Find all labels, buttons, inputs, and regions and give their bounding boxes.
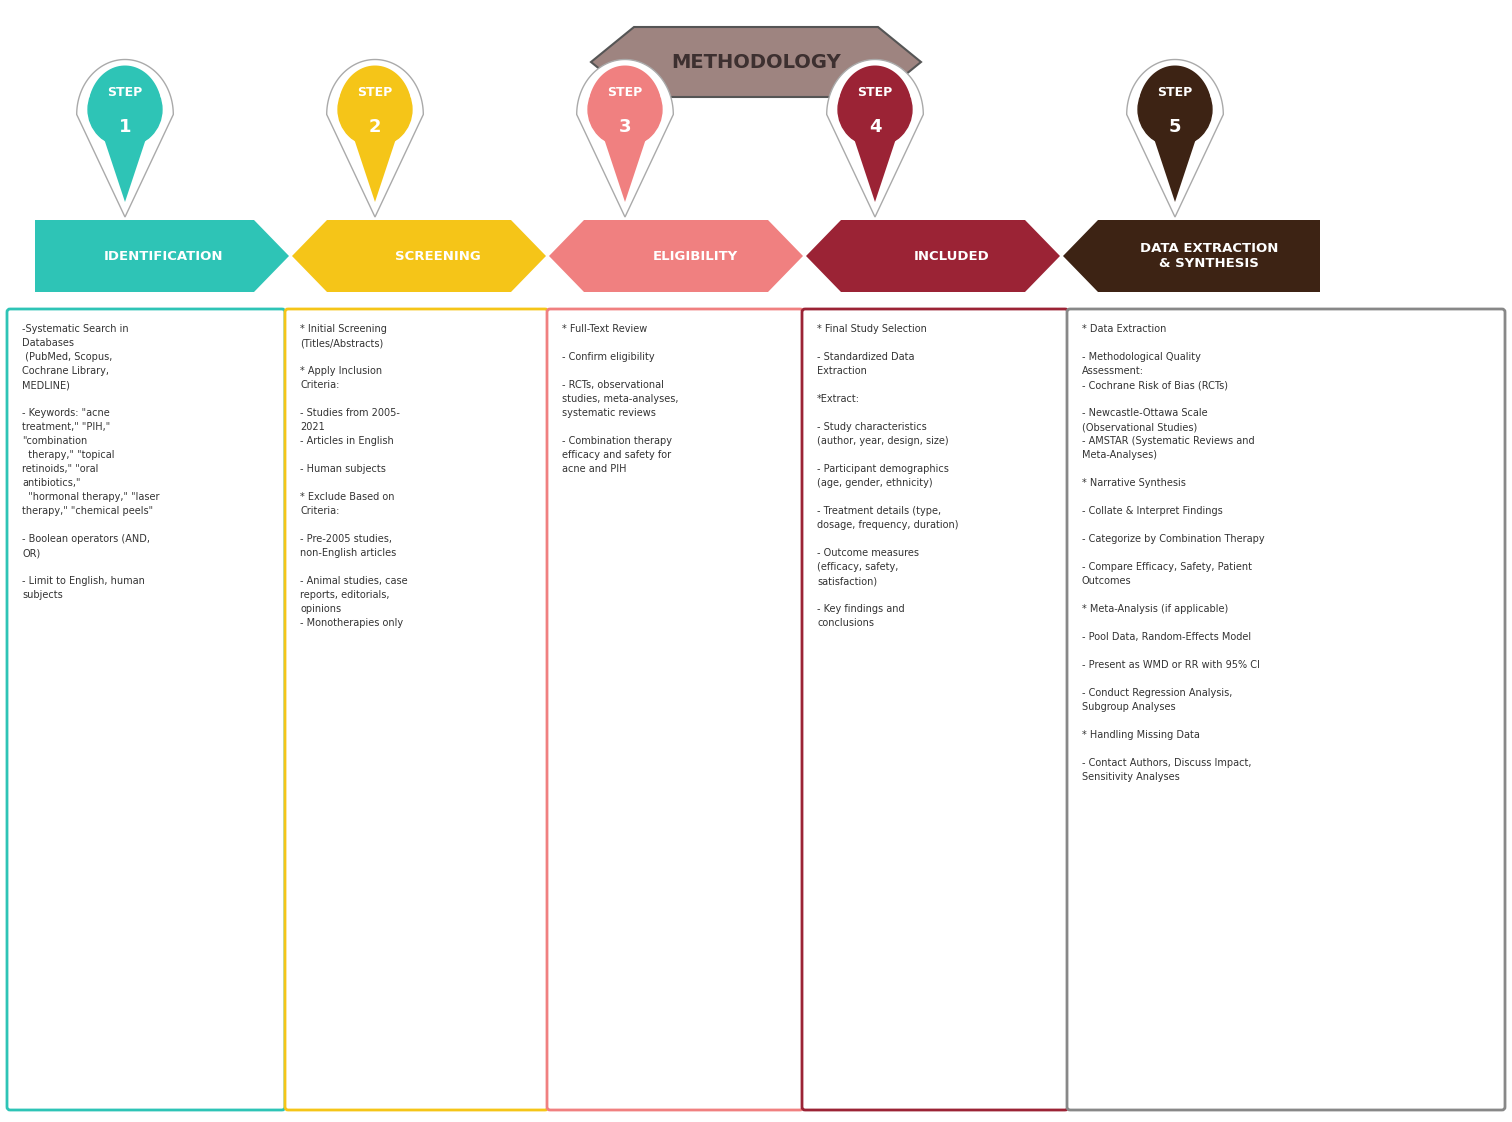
FancyBboxPatch shape bbox=[547, 309, 803, 1110]
FancyBboxPatch shape bbox=[8, 309, 284, 1110]
Polygon shape bbox=[591, 27, 921, 96]
Text: METHODOLOGY: METHODOLOGY bbox=[671, 53, 841, 72]
Text: ELIGIBILITY: ELIGIBILITY bbox=[652, 249, 738, 263]
Text: * Data Extraction

- Methodological Quality
Assessment:
- Cochrane Risk of Bias : * Data Extraction - Methodological Quali… bbox=[1083, 324, 1264, 782]
FancyBboxPatch shape bbox=[801, 309, 1067, 1110]
Polygon shape bbox=[77, 59, 174, 217]
Text: 1: 1 bbox=[119, 118, 132, 136]
Polygon shape bbox=[1126, 59, 1223, 217]
Text: STEP: STEP bbox=[857, 86, 892, 99]
Circle shape bbox=[838, 73, 912, 147]
Polygon shape bbox=[340, 65, 410, 202]
Polygon shape bbox=[1140, 65, 1210, 202]
Polygon shape bbox=[827, 59, 924, 217]
Circle shape bbox=[1139, 73, 1213, 147]
FancyBboxPatch shape bbox=[1067, 309, 1504, 1110]
Text: INCLUDED: INCLUDED bbox=[915, 249, 990, 263]
Polygon shape bbox=[590, 65, 661, 202]
Text: 4: 4 bbox=[869, 118, 881, 136]
FancyBboxPatch shape bbox=[284, 309, 547, 1110]
Text: -Systematic Search in
Databases
 (PubMed, Scopus,
Cochrane Library,
MEDLINE)

- : -Systematic Search in Databases (PubMed,… bbox=[23, 324, 159, 600]
Text: * Final Study Selection

- Standardized Data
Extraction

*Extract:

- Study char: * Final Study Selection - Standardized D… bbox=[816, 324, 959, 628]
Polygon shape bbox=[549, 220, 803, 292]
Text: 3: 3 bbox=[618, 118, 631, 136]
Text: 2: 2 bbox=[369, 118, 381, 136]
Polygon shape bbox=[1063, 220, 1320, 292]
Text: STEP: STEP bbox=[608, 86, 643, 99]
Text: STEP: STEP bbox=[357, 86, 393, 99]
Text: 5: 5 bbox=[1169, 118, 1181, 136]
Polygon shape bbox=[806, 220, 1060, 292]
Polygon shape bbox=[35, 220, 289, 292]
Polygon shape bbox=[292, 220, 546, 292]
Text: IDENTIFICATION: IDENTIFICATION bbox=[104, 249, 224, 263]
Text: DATA EXTRACTION
& SYNTHESIS: DATA EXTRACTION & SYNTHESIS bbox=[1140, 242, 1278, 270]
Polygon shape bbox=[327, 59, 423, 217]
Polygon shape bbox=[576, 59, 673, 217]
Text: SCREENING: SCREENING bbox=[395, 249, 481, 263]
Circle shape bbox=[588, 73, 662, 147]
Circle shape bbox=[339, 73, 411, 147]
Polygon shape bbox=[839, 65, 910, 202]
Text: STEP: STEP bbox=[107, 86, 142, 99]
Text: * Full-Text Review

- Confirm eligibility

- RCTs, observational
studies, meta-a: * Full-Text Review - Confirm eligibility… bbox=[562, 324, 679, 473]
Polygon shape bbox=[89, 65, 160, 202]
Text: * Initial Screening
(Titles/Abstracts)

* Apply Inclusion
Criteria:

- Studies f: * Initial Screening (Titles/Abstracts) *… bbox=[299, 324, 408, 628]
Text: STEP: STEP bbox=[1157, 86, 1193, 99]
Circle shape bbox=[88, 73, 162, 147]
